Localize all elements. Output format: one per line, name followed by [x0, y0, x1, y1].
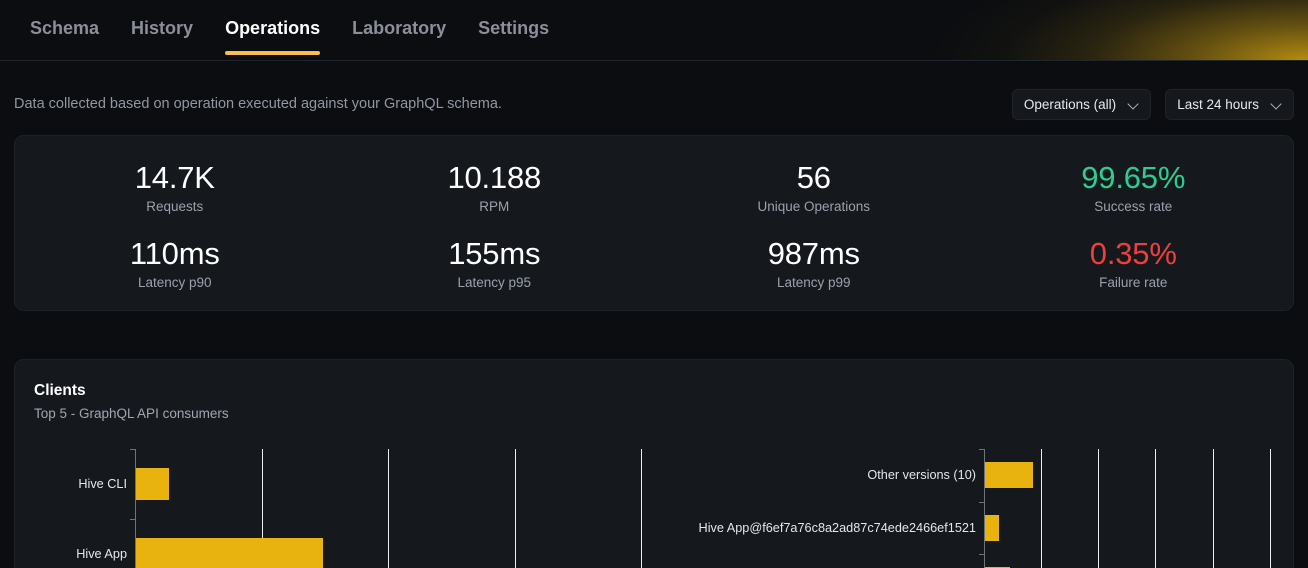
period-filter-select[interactable]: Last 24 hours [1165, 88, 1294, 120]
tab-history-label: History [131, 18, 194, 38]
metric-latency-p99-value: 987ms [767, 236, 860, 271]
metric-failure-rate: 0.35% Failure rate [974, 234, 1294, 290]
chart-gridline [1098, 449, 1099, 568]
metric-latency-p99-label: Latency p99 [776, 275, 851, 290]
client-versions-bar-chart[interactable]: Other versions (10) Hive App@f6ef7a76c8a2… [674, 449, 1304, 568]
page-description: Data collected based on operation execut… [14, 96, 502, 112]
tab-history[interactable]: History [115, 0, 209, 61]
chart-category-label: Hive App [76, 547, 127, 561]
chart-bar[interactable] [136, 468, 169, 500]
chart-category-label: Hive CLI [78, 477, 127, 491]
metrics-row-secondary: 110ms Latency p90 155ms Latency p95 987m… [15, 234, 1293, 290]
metric-rpm: 10.188 RPM [335, 158, 655, 214]
chart-gridline [388, 449, 389, 568]
main-tab-bar: Schema History Operations Laboratory Set… [0, 0, 1308, 61]
chart-gridline [262, 449, 263, 568]
metric-success-rate-label: Success rate [1094, 199, 1173, 214]
filter-controls: Operations (all) Last 24 hours [1011, 88, 1294, 120]
tab-laboratory-label: Laboratory [352, 18, 447, 38]
chart-axis-tick [130, 519, 136, 520]
clients-subtitle: Top 5 - GraphQL API consumers [34, 406, 229, 421]
tab-schema-label: Schema [30, 18, 100, 38]
operations-filter-value: Operations (all) [1023, 96, 1117, 112]
metrics-row-primary: 14.7K Requests 10.188 RPM 56 Unique Oper… [15, 158, 1293, 214]
chart-gridline [1041, 449, 1042, 568]
chart-gridline [1155, 449, 1156, 568]
chart-gridline [1213, 449, 1214, 568]
tab-schema[interactable]: Schema [14, 0, 115, 61]
metric-latency-p90: 110ms Latency p90 [15, 234, 335, 290]
chart-bar[interactable] [985, 515, 1000, 541]
tab-settings[interactable]: Settings [462, 0, 565, 61]
metric-requests-label: Requests [146, 199, 204, 214]
metric-requests: 14.7K Requests [15, 158, 335, 214]
chart-y-axis [984, 449, 985, 568]
chart-axis-tick [979, 502, 985, 503]
chart-axis-tick [130, 449, 136, 450]
tab-operations[interactable]: Operations [209, 0, 336, 61]
clients-title: Clients [34, 382, 86, 399]
chevron-down-icon [1128, 99, 1139, 110]
metric-success-rate-value: 99.65% [1081, 160, 1186, 195]
chart-gridline [641, 449, 642, 568]
metric-rpm-value: 10.188 [447, 160, 542, 195]
chevron-down-icon [1271, 99, 1282, 110]
chart-bar[interactable] [136, 538, 324, 568]
metric-latency-p95-label: Latency p95 [457, 275, 532, 290]
clients-card: Clients Top 5 - GraphQL API consumers Hi… [14, 359, 1294, 568]
operations-filter-select[interactable]: Operations (all) [1011, 88, 1152, 120]
metric-unique-operations-label: Unique Operations [757, 199, 871, 214]
metric-unique-operations-value: 56 [796, 160, 831, 195]
tab-settings-label: Settings [478, 18, 550, 38]
chart-gridline [1270, 449, 1271, 568]
chart-category-label: Other versions (10) [867, 468, 976, 482]
chart-bar[interactable] [985, 462, 1033, 488]
period-filter-value: Last 24 hours [1177, 96, 1259, 112]
metric-latency-p99: 987ms Latency p99 [654, 234, 974, 290]
chart-y-axis [135, 449, 136, 568]
metric-success-rate: 99.65% Success rate [974, 158, 1294, 214]
tab-operations-label: Operations [225, 18, 321, 38]
chart-gridline [515, 449, 516, 568]
metric-latency-p90-label: Latency p90 [137, 275, 212, 290]
chart-axis-tick [979, 554, 985, 555]
chart-category-label: Hive App@f6ef7a76c8a2ad87c74ede2466ef152… [698, 521, 976, 535]
metric-requests-value: 14.7K [134, 160, 215, 195]
metric-latency-p95-value: 155ms [448, 236, 541, 271]
tab-laboratory[interactable]: Laboratory [336, 0, 462, 61]
metric-failure-rate-value: 0.35% [1089, 236, 1177, 271]
metric-latency-p95: 155ms Latency p95 [335, 234, 655, 290]
metrics-summary-card: 14.7K Requests 10.188 RPM 56 Unique Oper… [14, 135, 1294, 311]
metric-unique-operations: 56 Unique Operations [654, 158, 974, 214]
metric-rpm-label: RPM [479, 199, 510, 214]
metric-latency-p90-value: 110ms [129, 236, 220, 271]
chart-axis-tick [979, 449, 985, 450]
page-subheader: Data collected based on operation execut… [0, 61, 1308, 123]
metric-failure-rate-label: Failure rate [1099, 275, 1168, 290]
